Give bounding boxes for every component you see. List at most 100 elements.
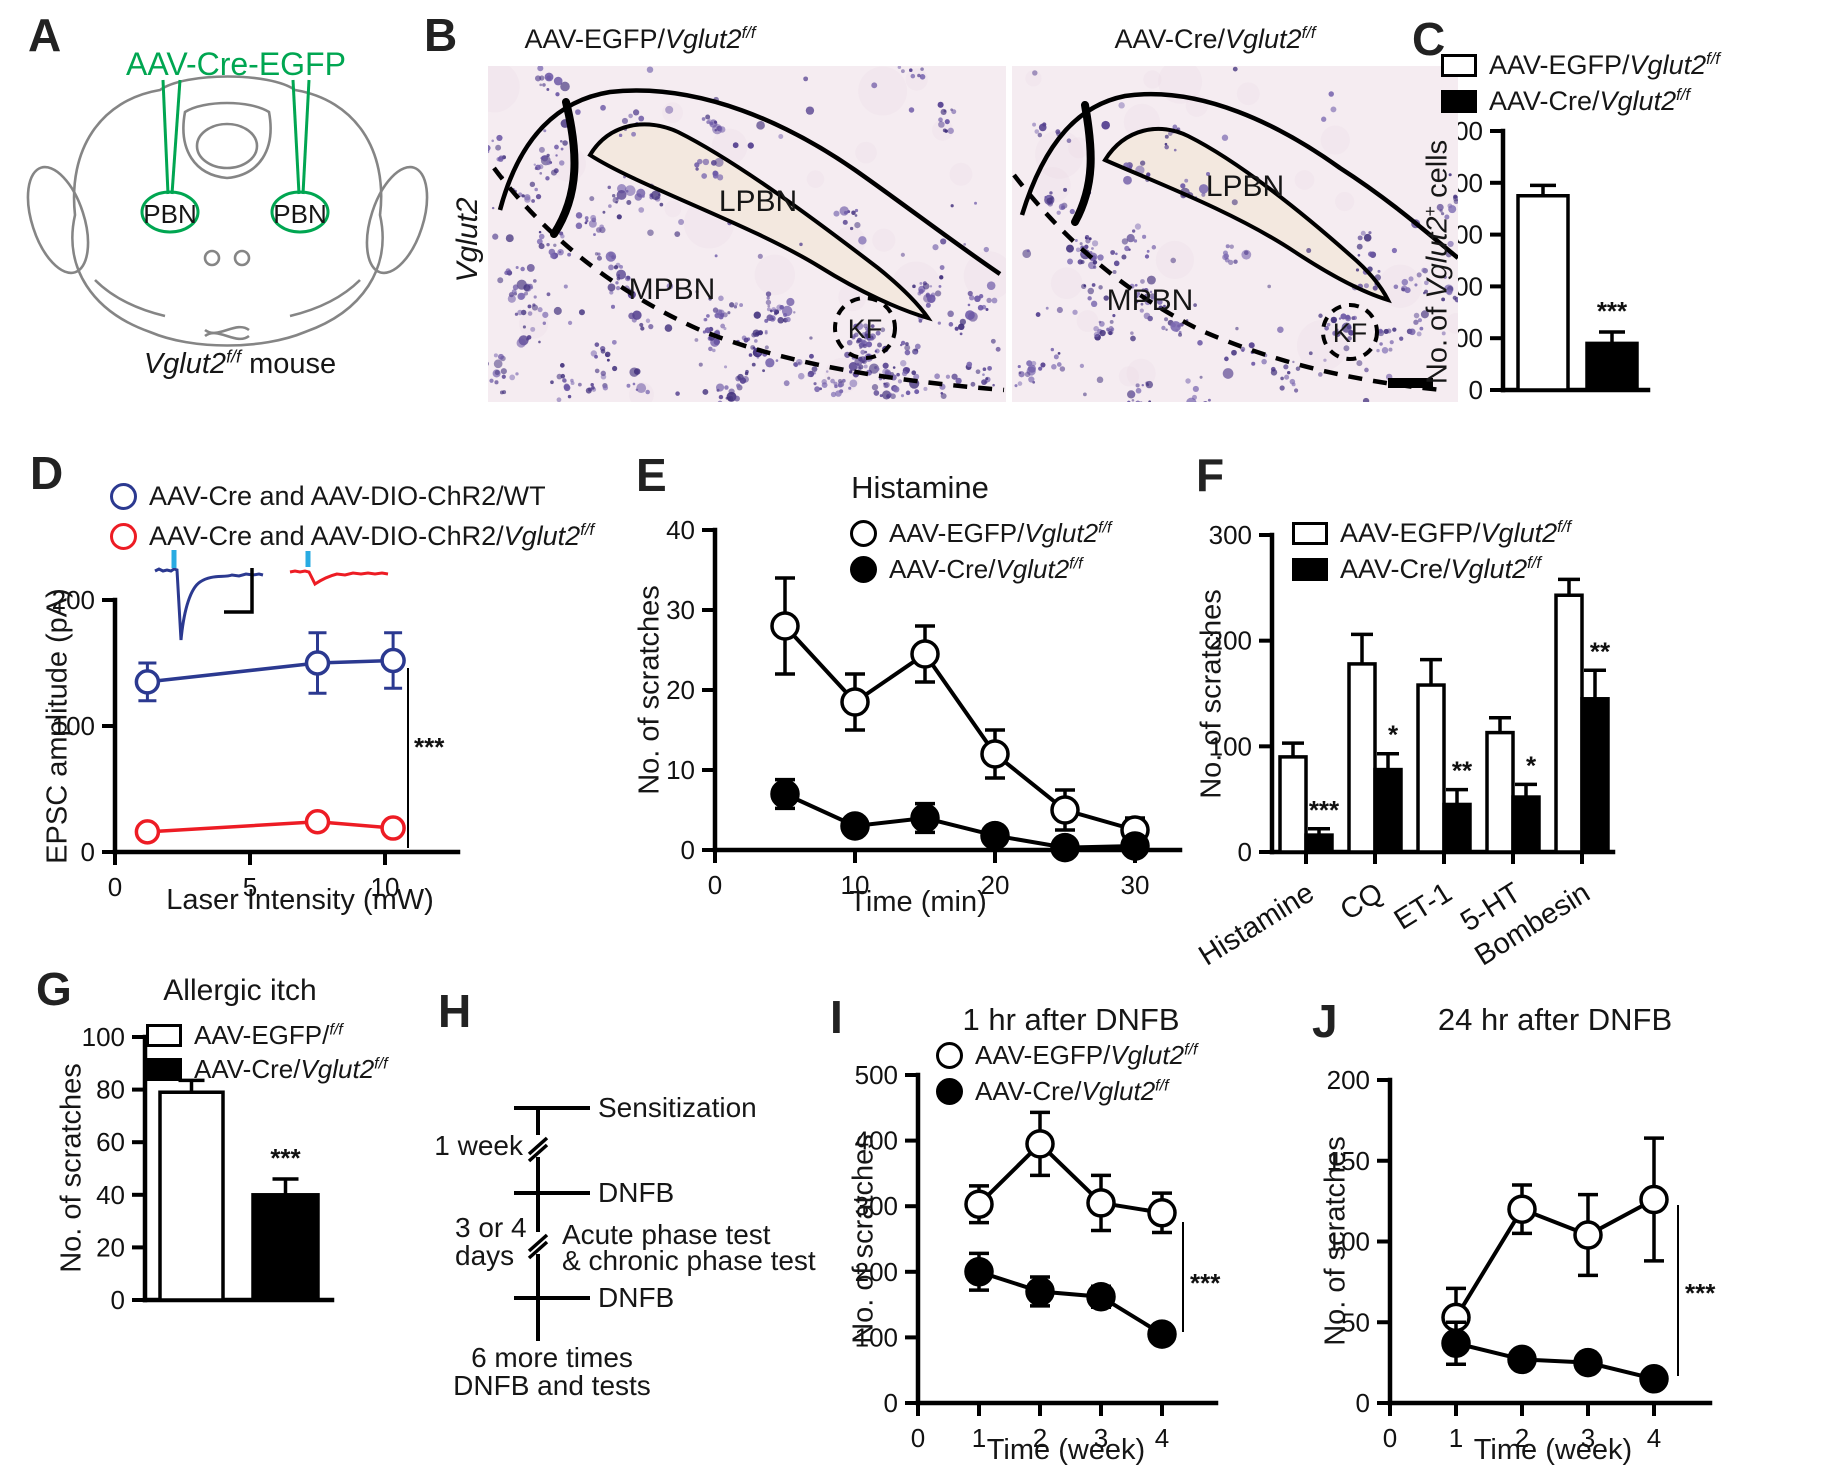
svg-text:3: 3	[1581, 1423, 1595, 1453]
series-line-E-0	[783, 624, 1136, 832]
svg-text:50: 50	[1341, 1307, 1370, 1337]
blue-open-circle-icon	[110, 483, 137, 510]
series-line-E-1	[784, 792, 1136, 850]
timeline-step-sensitization: Sensitization	[598, 1092, 757, 1123]
series-line-D-0	[147, 658, 394, 684]
panel-a-pbn-left-label: PBN	[143, 199, 197, 229]
panel-e-y-axis-label: No. of scratches	[633, 585, 666, 795]
svg-text:10: 10	[371, 872, 400, 902]
panel-e-x-axis-label: Time (min)	[849, 886, 987, 918]
marker-E-1	[910, 803, 940, 833]
timeline-interval-1week: 1 week	[434, 1130, 523, 1161]
panel-b-right-mpbn-label: MPBN	[1106, 284, 1194, 317]
marker-E-0	[910, 639, 940, 669]
svg-text:0: 0	[81, 837, 95, 867]
panel-b-right-lpbn-label: LPBN	[1205, 170, 1285, 203]
svg-text:***: ***	[270, 1143, 301, 1173]
legend-text: AAV-Cre and AAV-DIO-ChR2/WT	[149, 481, 546, 511]
panel-g-legend-item-egfp: AAV-EGFP/f/f	[146, 1020, 343, 1051]
timeline-footer-line2: DNFB and tests	[453, 1370, 651, 1401]
svg-text:20: 20	[981, 870, 1010, 900]
legend-text: AAV-EGFP/Vglut2f/f	[889, 518, 1112, 548]
svg-text:0: 0	[681, 835, 695, 865]
chart-E: 0 10 20 30 40 0 10 20 30	[666, 515, 1183, 900]
series-line-J-0	[1454, 1197, 1655, 1319]
bar-F-black-0	[1304, 833, 1334, 854]
pbn-circle-right	[270, 190, 330, 234]
bar-F-white-0	[1278, 755, 1308, 854]
panel-a-label: A	[28, 9, 62, 61]
bar-F-black-1	[1373, 767, 1403, 854]
marker-E-1	[1120, 831, 1150, 861]
legend-text: AAV-Cre/Vglut2f/f	[889, 554, 1083, 584]
marker-D-1	[304, 809, 331, 835]
timeline-note-acute: Acute phase test	[562, 1219, 771, 1250]
bar-C-0	[1516, 194, 1570, 392]
chart-F: 0100200300***Histamine*CQ**ET-1*5-HT**Bo…	[1193, 520, 1616, 972]
svg-text:ET-1: ET-1	[1389, 877, 1458, 937]
panel-b-right-kf-label: KF	[1332, 318, 1368, 348]
svg-text:0: 0	[884, 1388, 898, 1418]
legend-text: AAV-EGFP/Vglut2f/f	[975, 1040, 1198, 1070]
chart-J: 0 50 100 150 200 0 1 2 3 4 ***	[1327, 1065, 1717, 1453]
timeline-step-dnfb-1: DNFB	[598, 1177, 675, 1208]
svg-text:2: 2	[1515, 1423, 1529, 1453]
panel-b-label: B	[424, 9, 458, 61]
trace-scale-bar	[224, 568, 254, 614]
svg-text:100: 100	[82, 1022, 125, 1052]
svg-text:10: 10	[666, 755, 695, 785]
injection-tracts	[140, 79, 330, 234]
marker-E-0	[1050, 795, 1080, 825]
panel-f-legend-item-cre: AAV-Cre/Vglut2f/f	[1292, 554, 1541, 585]
svg-text:0: 0	[108, 872, 122, 902]
svg-text:80: 80	[96, 1075, 125, 1105]
panel-e-label: E	[636, 449, 667, 501]
panel-b-right-title: AAV-Cre/Vglut2f/f	[1114, 23, 1316, 54]
svg-text:40: 40	[96, 1180, 125, 1210]
marker-I-0	[964, 1189, 994, 1219]
series-line-I-1	[978, 1269, 1164, 1336]
marker-I-1	[1147, 1319, 1177, 1349]
marker-E-1	[770, 779, 800, 809]
bar-G-0	[158, 1090, 225, 1302]
panel-e-legend-item-cre: AAV-Cre/Vglut2f/f	[850, 554, 1083, 585]
bar-F-white-4	[1554, 593, 1584, 854]
timeline-step-dnfb-2: DNFB	[598, 1282, 675, 1313]
panel-d-legend-item-wt: AAV-Cre and AAV-DIO-ChR2/WT	[110, 481, 546, 512]
marker-J-1	[1573, 1347, 1603, 1378]
brain-schematic	[26, 75, 429, 347]
svg-text:100: 100	[1327, 1227, 1370, 1257]
svg-text:1: 1	[972, 1423, 986, 1453]
panel-i-legend-item-egfp: AAV-EGFP/Vglut2f/f	[936, 1040, 1198, 1071]
series-line-D-1	[147, 820, 394, 834]
panel-i-legend-item-cre: AAV-Cre/Vglut2f/f	[936, 1076, 1169, 1107]
svg-text:3: 3	[1094, 1423, 1108, 1453]
histology-image-left	[488, 66, 1006, 402]
svg-text:100: 100	[52, 711, 95, 741]
svg-text:2: 2	[1033, 1423, 1047, 1453]
svg-text:30: 30	[666, 595, 695, 625]
panel-c-y-axis-label: No. of Vglut2+ cells	[1419, 139, 1454, 385]
svg-text:*: *	[1388, 720, 1399, 750]
marker-I-0	[1086, 1188, 1116, 1218]
marker-E-0	[770, 611, 800, 641]
legend-text: AAV-Cre/Vglut2f/f	[1340, 553, 1542, 584]
marker-J-1	[1507, 1344, 1537, 1375]
legend-text: AAV-Cre/Vglut2f/f	[194, 1054, 388, 1084]
panel-d-label: D	[30, 447, 64, 499]
marker-D-0	[134, 669, 161, 695]
panel-d-x-axis-label: Laser Intensity (mW)	[166, 884, 434, 916]
panel-b-left-title: AAV-EGFP/Vglut2f/f	[524, 23, 756, 54]
svg-text:0: 0	[708, 870, 722, 900]
panel-c-legend-item-cre: AAV-Cre/Vglut2f/f	[1441, 86, 1690, 117]
white-swatch-icon	[1441, 54, 1477, 77]
scale-bar	[1388, 378, 1433, 388]
epsc-traces	[154, 550, 389, 641]
black-swatch-icon	[146, 1058, 182, 1081]
marker-J-1	[1639, 1364, 1669, 1394]
chart-D: 0 100 200 0 5 10 ***	[52, 585, 461, 902]
bar-C-1	[1585, 341, 1639, 392]
legend-text: AAV-Cre and AAV-DIO-ChR2/Vglut2f/f	[149, 520, 595, 551]
